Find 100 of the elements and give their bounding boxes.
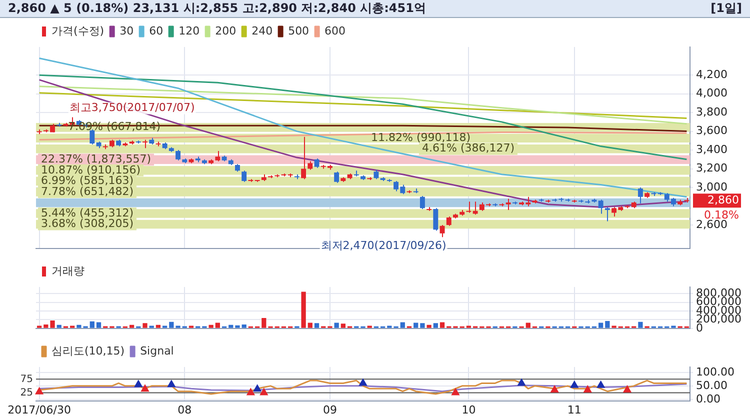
bar <box>526 322 530 328</box>
bar <box>96 322 102 328</box>
legend-label: 500 <box>288 24 310 38</box>
point <box>584 385 592 392</box>
bar <box>215 322 220 328</box>
bar <box>44 324 48 328</box>
candlestick <box>90 128 95 145</box>
y-tick-label: 3,400 <box>696 142 728 156</box>
bar <box>169 322 174 328</box>
candlestick <box>506 198 511 210</box>
y-tick-label: 0 <box>696 321 703 334</box>
bar <box>301 292 306 328</box>
bar <box>414 322 418 328</box>
band-label: 3.68% (308,205) <box>41 217 134 230</box>
candlestick <box>466 201 472 214</box>
chart-title: 2,860 ▲ 5 (0.18%) 23,131 시:2,855 고:2,890 저:2,840 시총:451억 <box>8 0 426 17</box>
point <box>35 387 44 394</box>
candlestick <box>433 208 438 232</box>
candlestick <box>176 150 181 161</box>
bar <box>308 322 312 328</box>
y-tick-label: 100.00 <box>696 365 734 378</box>
band-label: 4.61% (386,127) <box>422 142 515 155</box>
candlestick <box>354 170 359 177</box>
bar <box>129 324 134 328</box>
point <box>596 380 605 388</box>
candlestick <box>446 216 452 226</box>
candlestick <box>314 158 320 168</box>
candlestick <box>374 169 379 180</box>
point <box>570 380 578 388</box>
band-label: 11.82% (990,118) <box>370 130 471 144</box>
point <box>518 378 526 386</box>
legend-label: 60 <box>149 24 164 38</box>
y-tick-label: 3,200 <box>696 162 728 175</box>
legend-label: 가격(수정) <box>52 24 104 38</box>
candlestick <box>420 195 425 210</box>
legend-label: 심리도(10,15) <box>52 344 125 358</box>
bar <box>50 320 55 328</box>
candlestick <box>215 150 220 162</box>
point <box>141 384 149 392</box>
annotation: 최저2,470(2017/09/26) <box>320 239 446 252</box>
candlestick <box>334 171 340 184</box>
bar <box>605 320 610 328</box>
bar <box>334 322 339 328</box>
x-tick-label: 09 <box>322 403 337 416</box>
x-tick-label: 11 <box>567 403 582 416</box>
x-tick-label: 10 <box>462 403 476 416</box>
candlestick <box>638 187 643 204</box>
y-tick-label: 0.00 <box>696 392 720 406</box>
band-label: 5.44% (455,312) <box>41 206 134 220</box>
text: [1일] <box>710 0 742 17</box>
annotation: 최고3,750(2017/07/07) <box>69 101 195 114</box>
y-tick-label: 3,800 <box>696 105 728 118</box>
y-tick-label: 4,200 <box>696 68 728 81</box>
y-tick-label: 800,000 <box>696 286 742 300</box>
bar <box>638 322 643 328</box>
point <box>167 380 176 388</box>
legend-label: 30 <box>120 24 134 38</box>
bar <box>340 324 346 328</box>
bar <box>208 324 214 328</box>
bar <box>440 322 445 328</box>
bar <box>426 324 432 328</box>
ref-line-label: 25 <box>20 387 33 398</box>
candlestick <box>242 170 247 182</box>
point <box>260 388 268 396</box>
bar <box>598 322 604 328</box>
text: 2,860 <box>708 193 739 206</box>
legend-label: 600 <box>324 24 346 38</box>
point <box>550 385 559 392</box>
bar <box>433 323 438 328</box>
bar <box>314 323 320 328</box>
band-label: 7.78% (651,482) <box>41 184 134 198</box>
candlestick <box>604 206 610 222</box>
y-tick-label: 4,000 <box>696 86 728 100</box>
bar <box>228 324 234 328</box>
y-tick-label: 3,600 <box>696 124 728 138</box>
band-label: 6.99% (585,163) <box>41 174 134 188</box>
x-tick-label: 2017/06/30 <box>8 403 72 416</box>
bar <box>242 324 246 328</box>
bar <box>156 324 161 328</box>
bar <box>400 322 405 328</box>
point <box>452 388 460 396</box>
y-tick-label: 3,000 <box>696 180 728 194</box>
legend-label: 240 <box>252 24 273 38</box>
legend-label: Signal <box>140 344 174 358</box>
bar <box>235 325 240 328</box>
candlestick <box>440 224 445 238</box>
point <box>134 380 142 388</box>
candlestick <box>301 136 306 180</box>
bar <box>420 323 425 328</box>
y-tick-label: 50.00 <box>696 378 728 392</box>
ref-line-label: 75 <box>20 374 33 385</box>
legend-label: 200 <box>215 24 236 38</box>
legend-label: 120 <box>178 24 200 38</box>
bar <box>56 324 62 328</box>
bar <box>142 323 148 328</box>
x-tick-label: 08 <box>178 403 192 416</box>
bar <box>90 321 94 328</box>
candlestick <box>598 199 604 214</box>
legend-label: 거래량 <box>52 264 84 278</box>
band-label: 22.37% (1,873,557) <box>40 152 152 166</box>
